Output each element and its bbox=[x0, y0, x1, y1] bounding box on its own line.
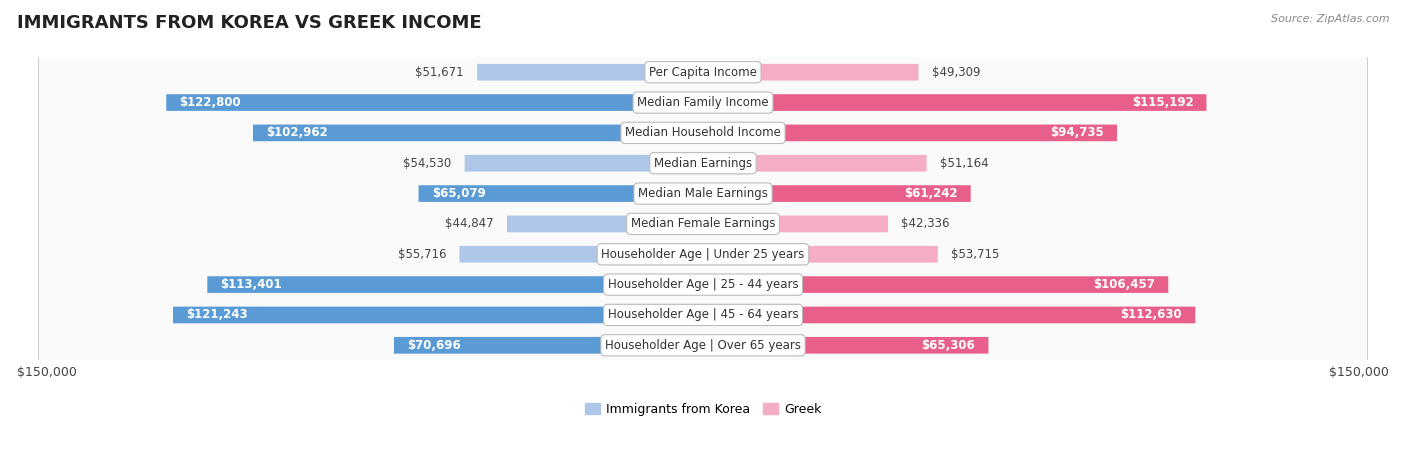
FancyBboxPatch shape bbox=[166, 94, 703, 111]
FancyBboxPatch shape bbox=[38, 0, 1368, 467]
FancyBboxPatch shape bbox=[703, 155, 927, 171]
Text: $121,243: $121,243 bbox=[186, 308, 247, 321]
FancyBboxPatch shape bbox=[703, 64, 918, 80]
FancyBboxPatch shape bbox=[207, 276, 703, 293]
FancyBboxPatch shape bbox=[477, 64, 703, 80]
Text: $42,336: $42,336 bbox=[901, 218, 949, 230]
FancyBboxPatch shape bbox=[464, 155, 703, 171]
FancyBboxPatch shape bbox=[38, 0, 1368, 467]
FancyBboxPatch shape bbox=[253, 125, 703, 141]
FancyBboxPatch shape bbox=[38, 0, 1368, 467]
Text: $102,962: $102,962 bbox=[266, 127, 328, 139]
Text: IMMIGRANTS FROM KOREA VS GREEK INCOME: IMMIGRANTS FROM KOREA VS GREEK INCOME bbox=[17, 14, 481, 32]
FancyBboxPatch shape bbox=[38, 0, 1368, 467]
Text: Median Family Income: Median Family Income bbox=[637, 96, 769, 109]
Text: $122,800: $122,800 bbox=[180, 96, 240, 109]
Text: $55,716: $55,716 bbox=[398, 248, 446, 261]
Text: $65,306: $65,306 bbox=[921, 339, 976, 352]
Text: Householder Age | 25 - 44 years: Householder Age | 25 - 44 years bbox=[607, 278, 799, 291]
Legend: Immigrants from Korea, Greek: Immigrants from Korea, Greek bbox=[579, 398, 827, 421]
FancyBboxPatch shape bbox=[703, 307, 1195, 323]
Text: Source: ZipAtlas.com: Source: ZipAtlas.com bbox=[1271, 14, 1389, 24]
Text: $112,630: $112,630 bbox=[1121, 308, 1182, 321]
FancyBboxPatch shape bbox=[38, 0, 1368, 467]
FancyBboxPatch shape bbox=[703, 216, 889, 232]
FancyBboxPatch shape bbox=[38, 0, 1368, 467]
FancyBboxPatch shape bbox=[703, 276, 1168, 293]
FancyBboxPatch shape bbox=[173, 307, 703, 323]
Text: $113,401: $113,401 bbox=[221, 278, 283, 291]
Text: $65,079: $65,079 bbox=[432, 187, 485, 200]
Text: Householder Age | Under 25 years: Householder Age | Under 25 years bbox=[602, 248, 804, 261]
FancyBboxPatch shape bbox=[508, 216, 703, 232]
Text: Median Female Earnings: Median Female Earnings bbox=[631, 218, 775, 230]
Text: Householder Age | 45 - 64 years: Householder Age | 45 - 64 years bbox=[607, 308, 799, 321]
Text: Householder Age | Over 65 years: Householder Age | Over 65 years bbox=[605, 339, 801, 352]
Text: $70,696: $70,696 bbox=[408, 339, 461, 352]
FancyBboxPatch shape bbox=[460, 246, 703, 262]
FancyBboxPatch shape bbox=[703, 185, 970, 202]
Text: $106,457: $106,457 bbox=[1094, 278, 1156, 291]
FancyBboxPatch shape bbox=[38, 0, 1368, 467]
FancyBboxPatch shape bbox=[419, 185, 703, 202]
Text: Median Male Earnings: Median Male Earnings bbox=[638, 187, 768, 200]
Text: Median Earnings: Median Earnings bbox=[654, 157, 752, 170]
Text: Per Capita Income: Per Capita Income bbox=[650, 66, 756, 79]
FancyBboxPatch shape bbox=[703, 125, 1118, 141]
Text: $115,192: $115,192 bbox=[1132, 96, 1194, 109]
Text: $54,530: $54,530 bbox=[404, 157, 451, 170]
FancyBboxPatch shape bbox=[38, 0, 1368, 467]
FancyBboxPatch shape bbox=[703, 337, 988, 354]
FancyBboxPatch shape bbox=[38, 0, 1368, 467]
FancyBboxPatch shape bbox=[38, 0, 1368, 467]
Text: $53,715: $53,715 bbox=[950, 248, 1000, 261]
Text: Median Household Income: Median Household Income bbox=[626, 127, 780, 139]
FancyBboxPatch shape bbox=[703, 246, 938, 262]
FancyBboxPatch shape bbox=[394, 337, 703, 354]
FancyBboxPatch shape bbox=[703, 94, 1206, 111]
Text: $51,671: $51,671 bbox=[415, 66, 464, 79]
Text: $51,164: $51,164 bbox=[939, 157, 988, 170]
Text: $94,735: $94,735 bbox=[1050, 127, 1104, 139]
Text: $44,847: $44,847 bbox=[446, 218, 494, 230]
Text: $61,242: $61,242 bbox=[904, 187, 957, 200]
Text: $49,309: $49,309 bbox=[932, 66, 980, 79]
